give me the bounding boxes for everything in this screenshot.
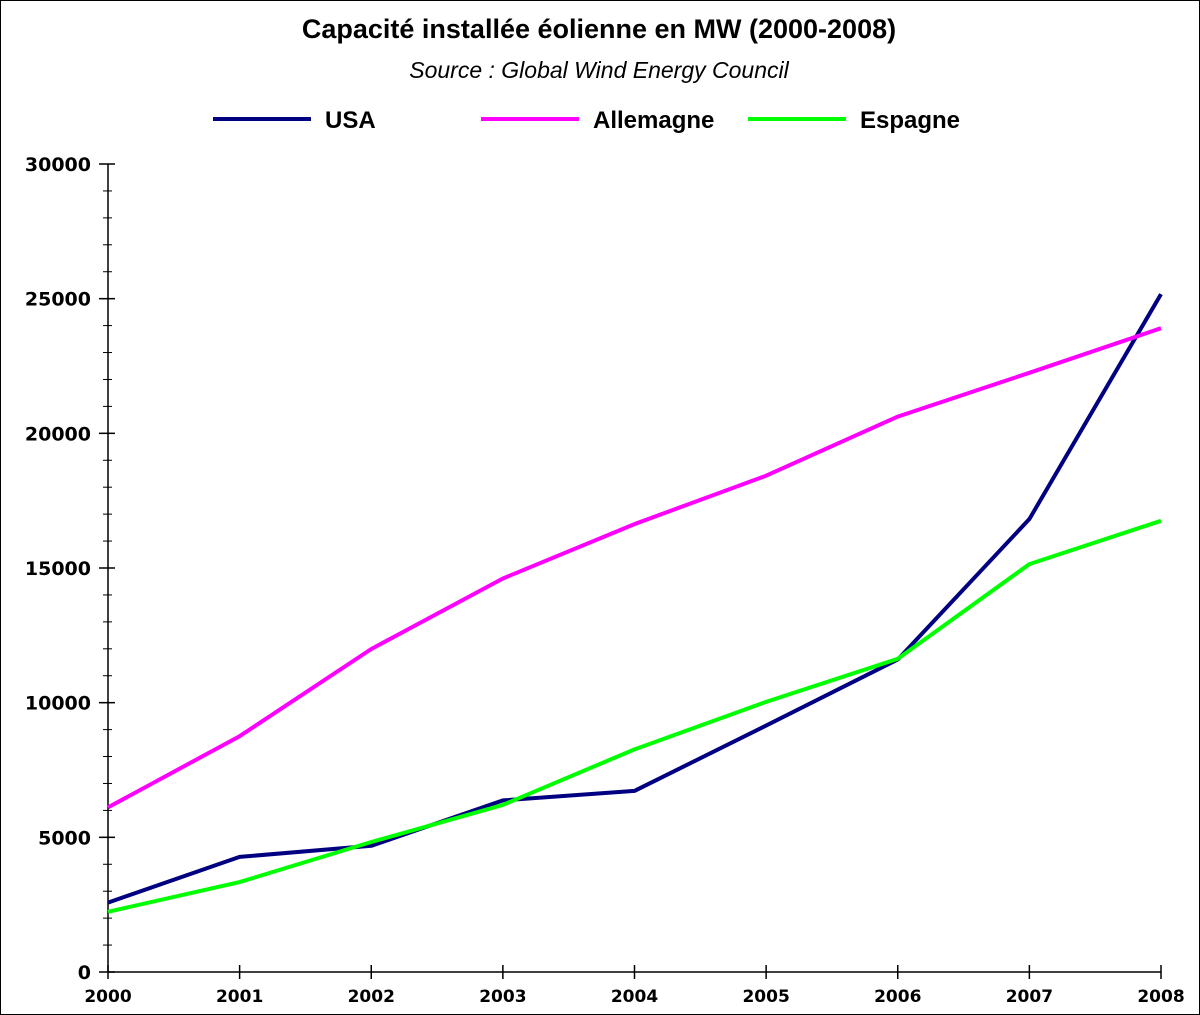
x-tick-label: 2004 <box>611 987 658 1007</box>
x-tick-label: 2001 <box>216 987 263 1007</box>
x-tick-label: 2007 <box>1006 987 1053 1007</box>
legend: USA Allemagne Espagne <box>213 107 960 134</box>
series-line-allemagne <box>107 326 1162 810</box>
chart-title: Capacité installée éolienne en MW (2000-… <box>302 14 896 44</box>
x-tick-label: 2002 <box>348 987 395 1007</box>
x-tick-label: 2006 <box>874 987 921 1007</box>
legend-label-espagne: Espagne <box>860 107 960 134</box>
series-line-espagne <box>107 518 1162 914</box>
y-tick-label: 25000 <box>25 289 91 311</box>
legend-label-usa: USA <box>325 107 376 134</box>
legend-label-allemagne: Allemagne <box>593 107 714 134</box>
y-tick-label: 15000 <box>25 558 91 580</box>
x-tick-label: 2008 <box>1137 987 1184 1007</box>
x-tick-label: 2003 <box>479 987 526 1007</box>
y-tick-label: 5000 <box>38 827 91 849</box>
x-tick-label: 2000 <box>84 987 131 1007</box>
y-tick-label: 20000 <box>25 423 91 445</box>
x-tick-label: 2005 <box>742 987 789 1007</box>
y-tick-label: 30000 <box>25 154 91 176</box>
y-axis: 0 5000 10000 15000 20000 25000 30000 <box>25 154 115 984</box>
x-axis: 2000 2001 2002 2003 2004 2005 2006 2007 2008 <box>84 965 1185 1007</box>
chart-subtitle: Source : Global Wind Energy Council <box>409 57 789 83</box>
y-tick-label: 0 <box>78 962 91 984</box>
series-line-usa <box>107 293 1163 905</box>
y-tick-label: 10000 <box>25 693 91 715</box>
series-group <box>107 293 1163 914</box>
